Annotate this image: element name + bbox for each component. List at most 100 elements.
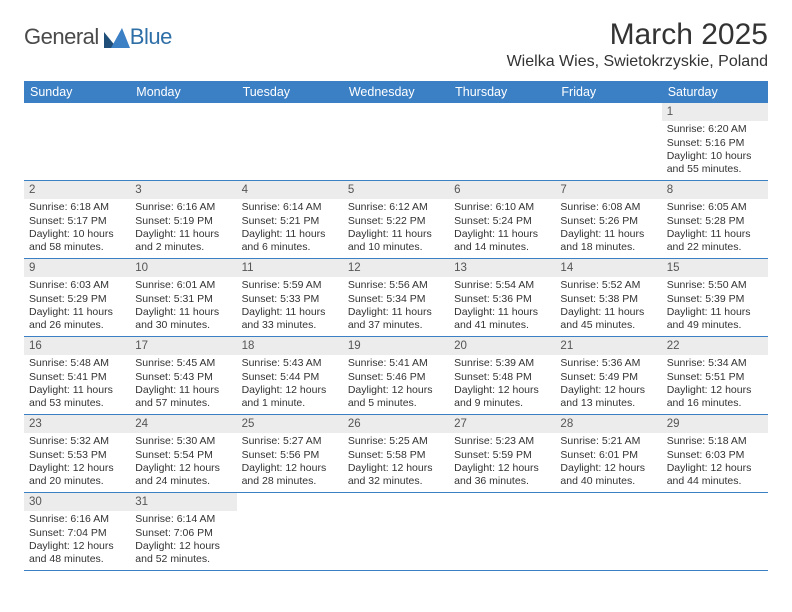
- day-number: 3: [130, 181, 236, 199]
- sunset-text: Sunset: 5:48 PM: [454, 371, 550, 384]
- day-cell: 11Sunrise: 5:59 AMSunset: 5:33 PMDayligh…: [237, 259, 343, 337]
- empty-cell: [449, 493, 555, 571]
- day-cell: 1Sunrise: 6:20 AMSunset: 5:16 PMDaylight…: [662, 103, 768, 181]
- sunset-text: Sunset: 5:36 PM: [454, 293, 550, 306]
- daylight-text: Daylight: 12 hours: [29, 462, 125, 475]
- empty-cell: [24, 103, 130, 181]
- sunset-text: Sunset: 7:04 PM: [29, 527, 125, 540]
- sunrise-text: Sunrise: 5:32 AM: [29, 435, 125, 448]
- day-number: 16: [24, 337, 130, 355]
- sunrise-text: Sunrise: 5:52 AM: [560, 279, 656, 292]
- daylight-text: and 28 minutes.: [242, 475, 338, 488]
- empty-cell: [555, 493, 661, 571]
- sunrise-text: Sunrise: 5:25 AM: [348, 435, 444, 448]
- day-number: 26: [343, 415, 449, 433]
- daylight-text: Daylight: 12 hours: [242, 462, 338, 475]
- day-number: 6: [449, 181, 555, 199]
- day-cell: 28 Sunrise: 5:21 AMSunset: 6:01 PMDayligh…: [555, 415, 661, 493]
- sunrise-text: Sunrise: 5:21 AM: [560, 435, 656, 448]
- sunrise-text: Sunrise: 6:12 AM: [348, 201, 444, 214]
- day-cell: 26 Sunrise: 5:25 AMSunset: 5:58 PMDayligh…: [343, 415, 449, 493]
- weekday-label: Wednesday: [343, 81, 449, 103]
- weekday-header: SundayMondayTuesdayWednesdayThursdayFrid…: [24, 81, 768, 103]
- day-cell: 15Sunrise: 5:50 AMSunset: 5:39 PMDayligh…: [662, 259, 768, 337]
- daylight-text: and 53 minutes.: [29, 397, 125, 410]
- day-number: 18: [237, 337, 343, 355]
- sunset-text: Sunset: 5:38 PM: [560, 293, 656, 306]
- day-cell: 12Sunrise: 5:56 AMSunset: 5:34 PMDayligh…: [343, 259, 449, 337]
- sunrise-text: Sunrise: 6:16 AM: [29, 513, 125, 526]
- daylight-text: and 26 minutes.: [29, 319, 125, 332]
- sunset-text: Sunset: 5:58 PM: [348, 449, 444, 462]
- daylight-text: Daylight: 11 hours: [560, 306, 656, 319]
- daylight-text: and 44 minutes.: [667, 475, 763, 488]
- empty-cell: [343, 493, 449, 571]
- sunrise-text: Sunrise: 5:34 AM: [667, 357, 763, 370]
- daylight-text: Daylight: 11 hours: [29, 384, 125, 397]
- daylight-text: and 16 minutes.: [667, 397, 763, 410]
- day-number: 13: [449, 259, 555, 277]
- weekday-label: Tuesday: [237, 81, 343, 103]
- daylight-text: and 48 minutes.: [29, 553, 125, 566]
- empty-cell: [237, 493, 343, 571]
- day-cell: 22Sunrise: 5:34 AMSunset: 5:51 PMDayligh…: [662, 337, 768, 415]
- daylight-text: Daylight: 11 hours: [667, 228, 763, 241]
- sunset-text: Sunset: 5:56 PM: [242, 449, 338, 462]
- daylight-text: and 55 minutes.: [667, 163, 763, 176]
- daylight-text: and 32 minutes.: [348, 475, 444, 488]
- day-number: 29: [662, 415, 768, 433]
- day-number: 7: [555, 181, 661, 199]
- day-cell: 8Sunrise: 6:05 AMSunset: 5:28 PMDaylight…: [662, 181, 768, 259]
- daylight-text: Daylight: 12 hours: [348, 462, 444, 475]
- day-number: 20: [449, 337, 555, 355]
- sunset-text: Sunset: 5:59 PM: [454, 449, 550, 462]
- day-cell: 4Sunrise: 6:14 AMSunset: 5:21 PMDaylight…: [237, 181, 343, 259]
- day-number: 11: [237, 259, 343, 277]
- empty-cell: [130, 103, 236, 181]
- day-number: 22: [662, 337, 768, 355]
- daylight-text: Daylight: 12 hours: [135, 540, 231, 553]
- day-cell: 18Sunrise: 5:43 AMSunset: 5:44 PMDayligh…: [237, 337, 343, 415]
- daylight-text: and 49 minutes.: [667, 319, 763, 332]
- sunrise-text: Sunrise: 6:08 AM: [560, 201, 656, 214]
- day-cell: 25Sunrise: 5:27 AMSunset: 5:56 PMDayligh…: [237, 415, 343, 493]
- sunset-text: Sunset: 6:01 PM: [560, 449, 656, 462]
- daylight-text: and 40 minutes.: [560, 475, 656, 488]
- daylight-text: and 2 minutes.: [135, 241, 231, 254]
- sunrise-text: Sunrise: 5:54 AM: [454, 279, 550, 292]
- day-cell: 21Sunrise: 5:36 AMSunset: 5:49 PMDayligh…: [555, 337, 661, 415]
- daylight-text: and 57 minutes.: [135, 397, 231, 410]
- sunset-text: Sunset: 5:49 PM: [560, 371, 656, 384]
- sunrise-text: Sunrise: 5:18 AM: [667, 435, 763, 448]
- daylight-text: Daylight: 11 hours: [242, 228, 338, 241]
- day-cell: 27Sunrise: 5:23 AMSunset: 5:59 PMDayligh…: [449, 415, 555, 493]
- day-number: 17: [130, 337, 236, 355]
- sunrise-text: Sunrise: 6:16 AM: [135, 201, 231, 214]
- page-title: March 2025: [507, 18, 768, 51]
- sunrise-text: Sunrise: 5:41 AM: [348, 357, 444, 370]
- day-cell: 16Sunrise: 5:48 AMSunset: 5:41 PMDayligh…: [24, 337, 130, 415]
- sunset-text: Sunset: 7:06 PM: [135, 527, 231, 540]
- sunset-text: Sunset: 5:19 PM: [135, 215, 231, 228]
- sunset-text: Sunset: 5:17 PM: [29, 215, 125, 228]
- sunset-text: Sunset: 5:46 PM: [348, 371, 444, 384]
- weekday-label: Saturday: [662, 81, 768, 103]
- sunrise-text: Sunrise: 5:30 AM: [135, 435, 231, 448]
- daylight-text: and 36 minutes.: [454, 475, 550, 488]
- day-number: 21: [555, 337, 661, 355]
- empty-cell: [662, 493, 768, 571]
- daylight-text: and 37 minutes.: [348, 319, 444, 332]
- sunrise-text: Sunrise: 6:10 AM: [454, 201, 550, 214]
- day-number: 15: [662, 259, 768, 277]
- day-cell: 24Sunrise: 5:30 AMSunset: 5:54 PMDayligh…: [130, 415, 236, 493]
- day-cell: 10Sunrise: 6:01 AMSunset: 5:31 PMDayligh…: [130, 259, 236, 337]
- location-text: Wielka Wies, Swietokrzyskie, Poland: [507, 53, 768, 71]
- sunset-text: Sunset: 5:41 PM: [29, 371, 125, 384]
- day-number: 23: [24, 415, 130, 433]
- day-number: 24: [130, 415, 236, 433]
- day-cell: 31Sunrise: 6:14 AMSunset: 7:06 PMDayligh…: [130, 493, 236, 571]
- sunrise-text: Sunrise: 5:45 AM: [135, 357, 231, 370]
- day-number: 28: [555, 415, 661, 433]
- daylight-text: Daylight: 12 hours: [560, 462, 656, 475]
- daylight-text: Daylight: 11 hours: [667, 306, 763, 319]
